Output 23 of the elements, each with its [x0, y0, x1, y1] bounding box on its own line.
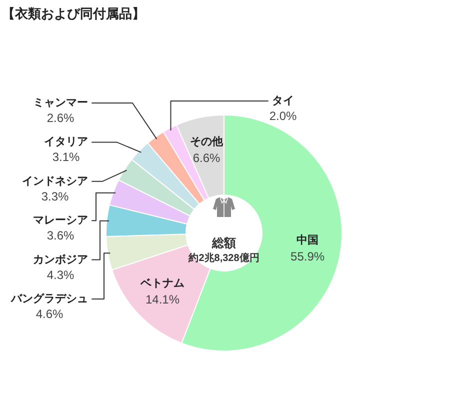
data-label: 3.6% [46, 228, 74, 243]
data-label: 55.9% [290, 250, 325, 264]
data-label: 4.3% [46, 268, 74, 282]
data-label: 14.1% [145, 292, 180, 307]
chart-title: 【衣類および同付属品】 [2, 6, 145, 21]
slice-label: イタリア [44, 136, 88, 148]
data-label: 2.6% [46, 111, 74, 125]
data-label: 2.0% [269, 109, 297, 123]
slice-label: ベトナム [139, 278, 184, 290]
data-label: 4.6% [36, 307, 64, 321]
data-label: 6.6% [192, 150, 221, 165]
slice-label: インドネシア [22, 175, 88, 188]
data-label: 3.1% [52, 150, 80, 164]
text: 総額 [211, 236, 236, 250]
text: 約2兆8,328億円 [188, 252, 260, 264]
slice-label: 中国 [296, 234, 319, 247]
slice-label: タイ [272, 95, 294, 107]
slice-label: マレーシア [33, 214, 88, 227]
slice-label: ミャンマー [33, 97, 88, 109]
slice-label: バングラデシュ [10, 293, 88, 305]
slice-label: その他 [190, 134, 224, 148]
slice-label: カンボジア [33, 254, 88, 266]
data-label: 3.3% [41, 189, 69, 204]
